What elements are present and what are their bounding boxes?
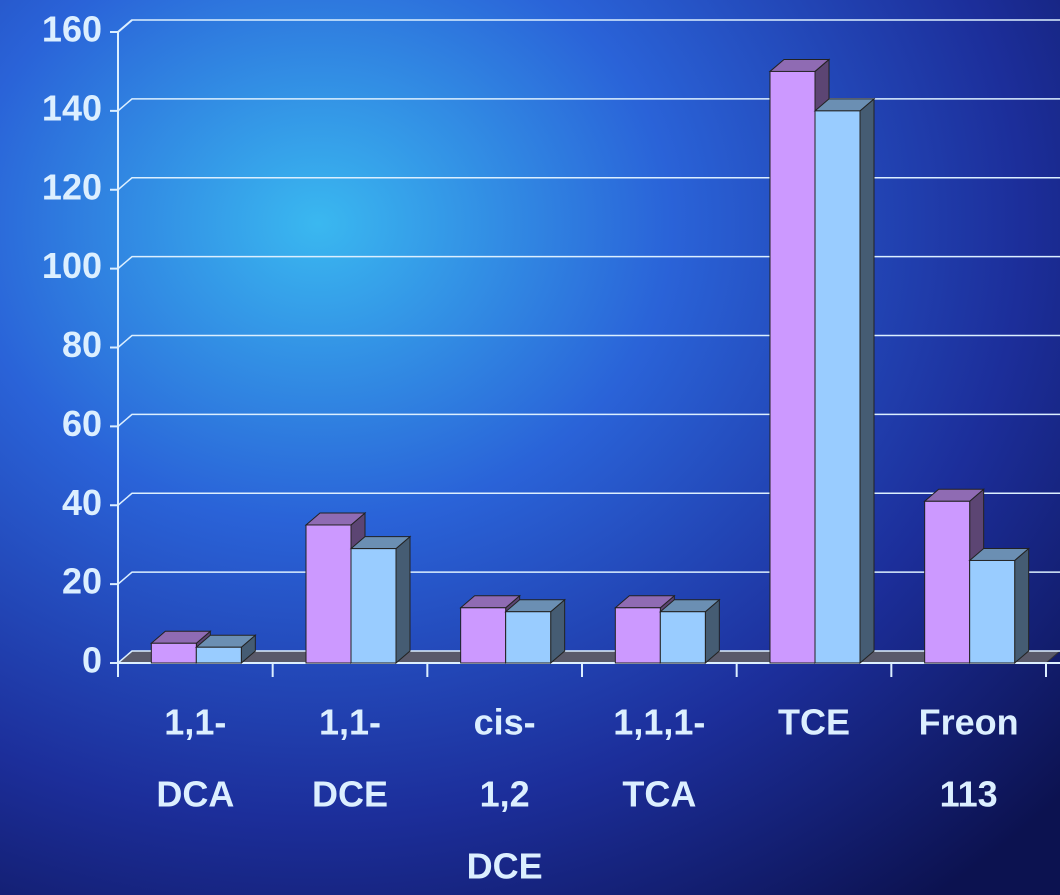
bar [659, 611, 706, 664]
x-tick-label: 1,1- [319, 702, 381, 743]
grid-line [117, 492, 1060, 506]
y-tick-label: 160 [42, 9, 102, 50]
x-tick-label: cis- [474, 702, 536, 743]
bar-side [859, 97, 875, 665]
grid-line [117, 650, 1060, 664]
y-tick-label: 60 [62, 403, 102, 444]
y-tick-label: 20 [62, 561, 102, 602]
bar [150, 642, 197, 664]
y-tick-label: 140 [42, 87, 102, 128]
x-tick-label: 1,1,1- [613, 702, 705, 743]
bar [969, 559, 1016, 664]
x-tick-label: Freon [919, 702, 1019, 743]
bar [505, 611, 552, 664]
y-tick-label: 80 [62, 324, 102, 365]
y-tick-label: 120 [42, 166, 102, 207]
bar [814, 110, 861, 664]
bar [924, 500, 971, 664]
x-tick-label: 113 [940, 774, 998, 815]
y-tick-label: 100 [42, 245, 102, 286]
x-tick-label: TCE [778, 702, 850, 743]
x-tick-label: TCA [622, 774, 696, 815]
grid-line [117, 177, 1060, 191]
grid-line [117, 98, 1060, 112]
x-tick-label: DCA [156, 774, 234, 815]
grid-line [117, 571, 1060, 585]
bar [350, 548, 397, 664]
bar [305, 524, 352, 664]
grid-line [117, 334, 1060, 349]
x-tick-label: 1,1- [164, 702, 226, 743]
grid-line [117, 413, 1060, 427]
y-tick-label: 0 [82, 640, 102, 681]
bar [195, 646, 242, 664]
floor [116, 650, 1060, 664]
bar-side [395, 535, 411, 665]
bar [769, 70, 816, 664]
x-tick-label: DCE [312, 774, 388, 815]
bar-side [1014, 547, 1030, 665]
grid-line [117, 19, 1060, 33]
bar [460, 607, 507, 664]
x-tick-label: 1,2 [480, 774, 530, 815]
grid-line [117, 255, 1060, 270]
y-tick-label: 40 [62, 482, 102, 523]
x-tick-label: DCE [467, 846, 543, 887]
plot: 0 20 40 60 80 100 120 140 160 1,1- DCA 1,1- DCE cis- 1… [42, 9, 1060, 887]
bar [614, 607, 661, 664]
